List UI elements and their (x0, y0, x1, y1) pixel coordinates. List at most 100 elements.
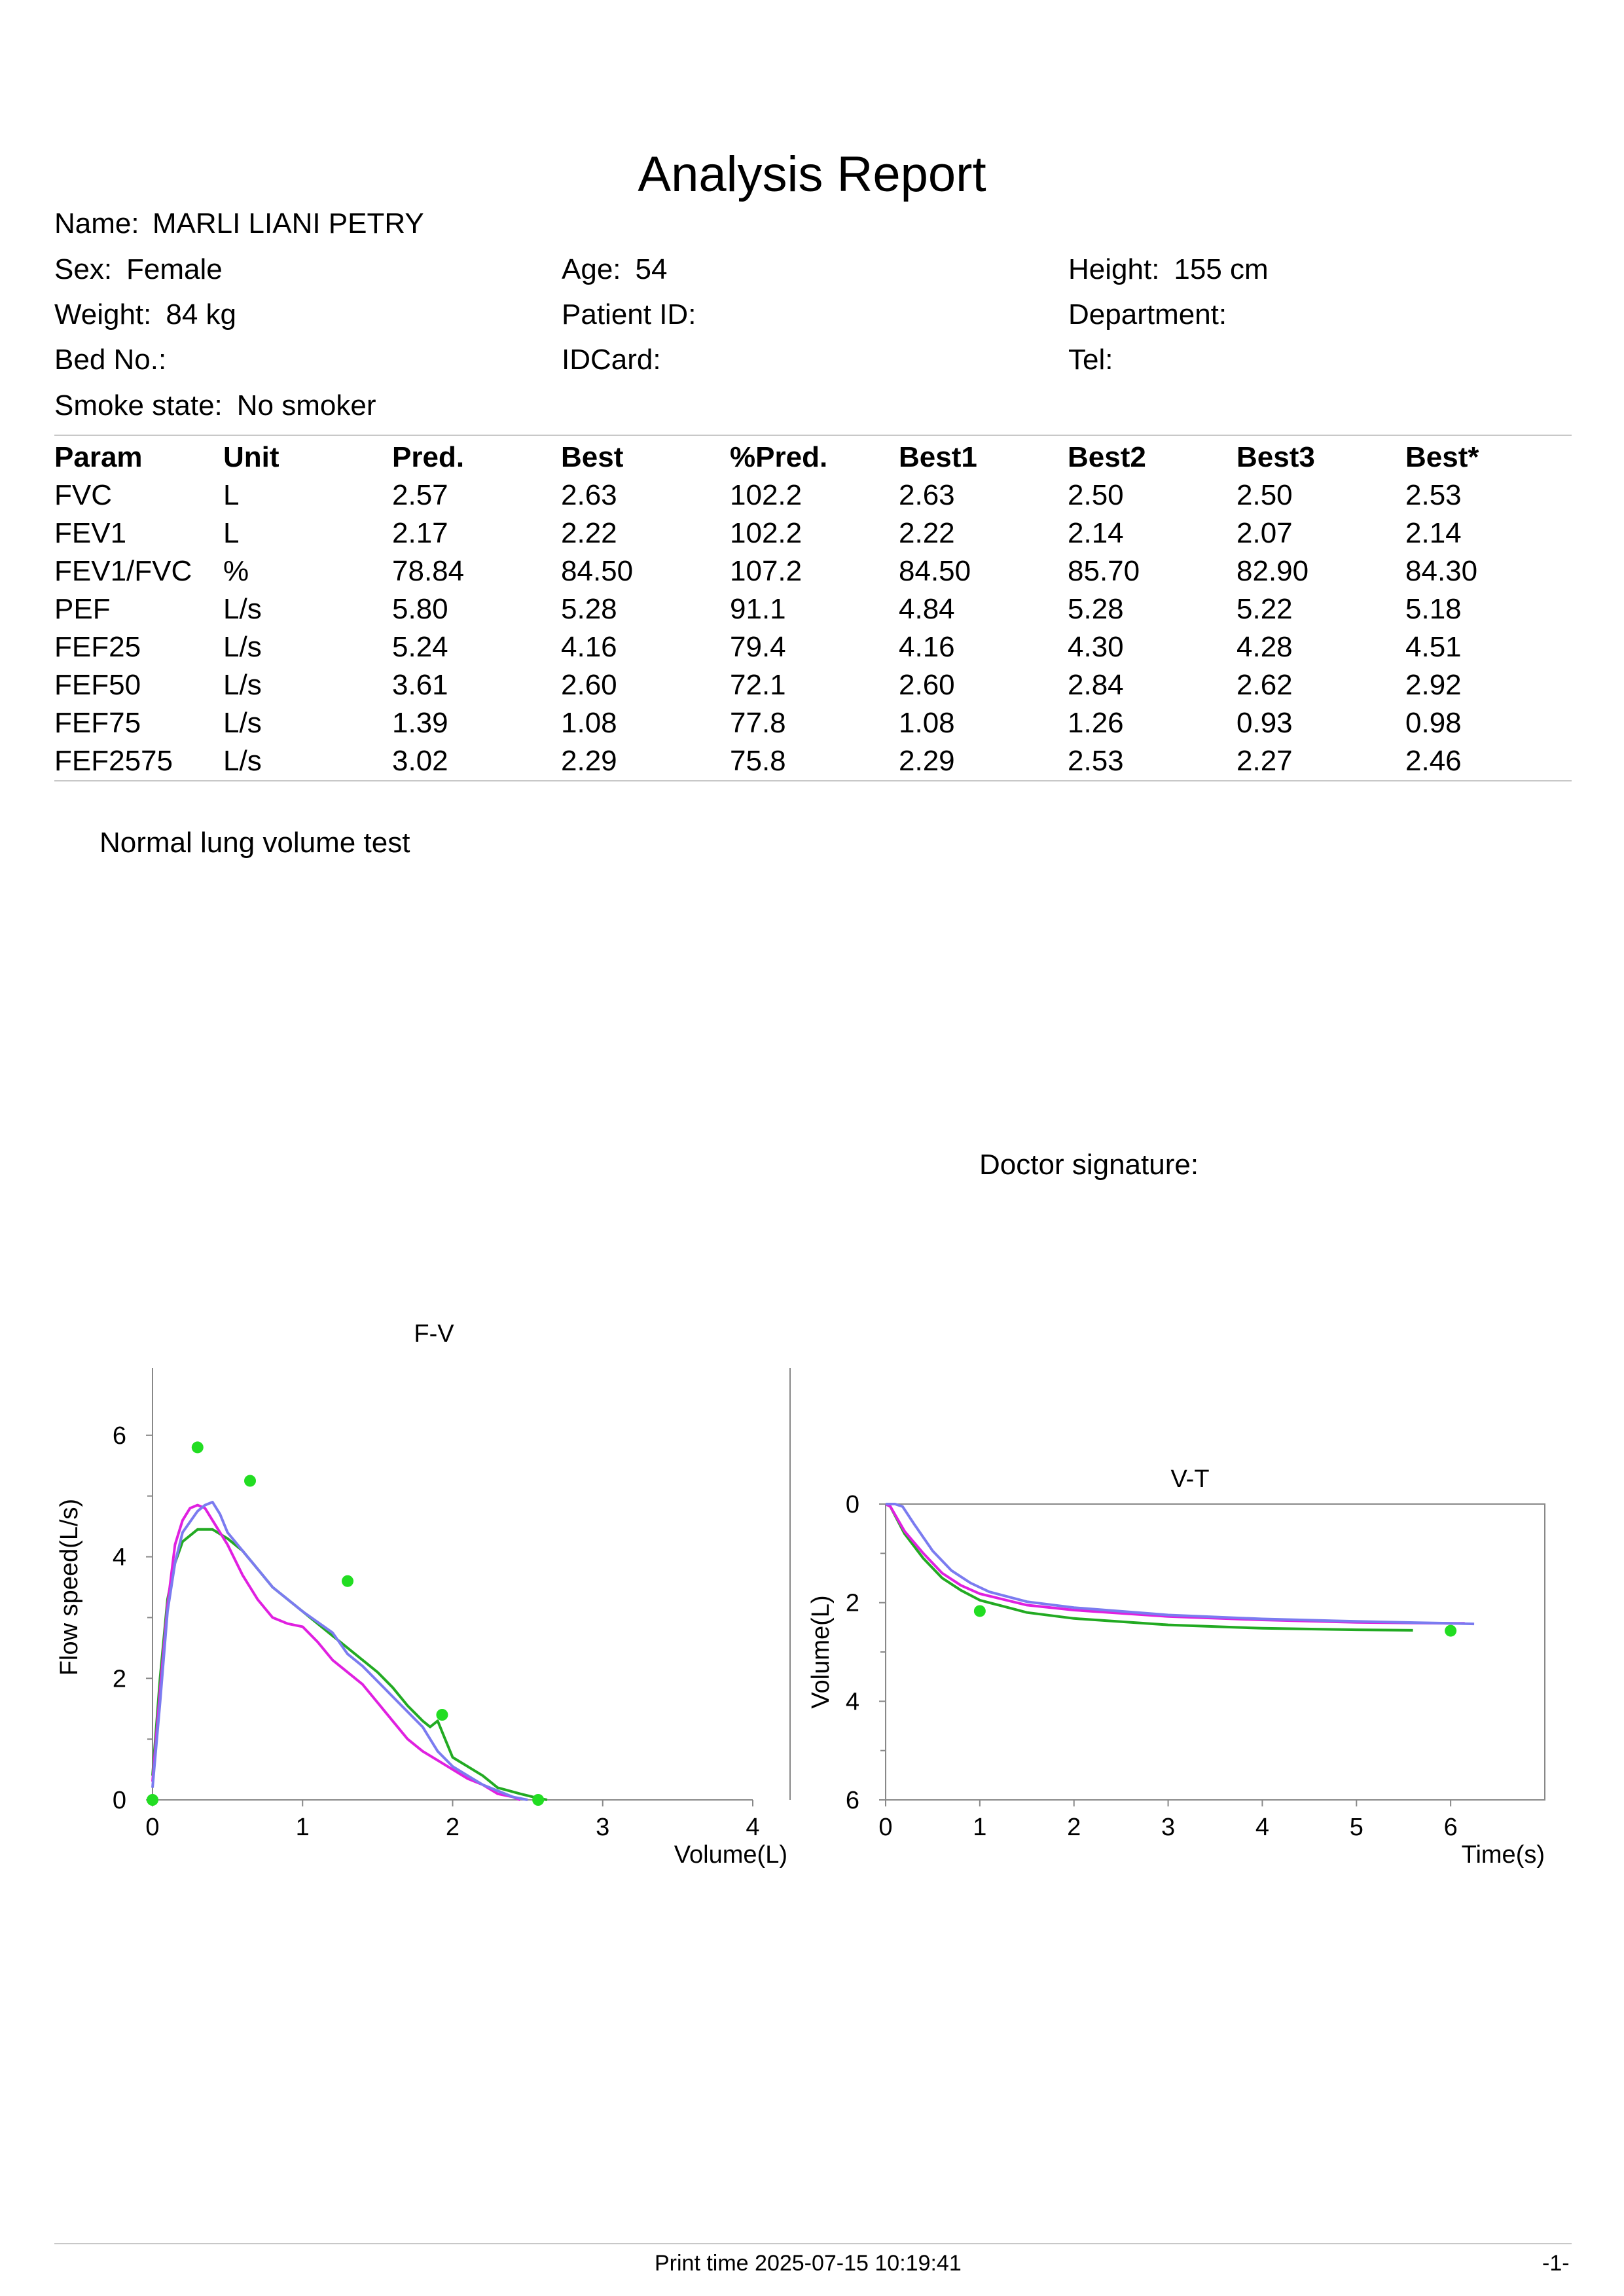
idcard-label: IDCard: (562, 344, 661, 376)
table-cell: 1.39 (392, 707, 448, 739)
column-header: Pred. (392, 441, 465, 473)
predicted-marker (436, 1709, 448, 1721)
interpretation-note: Normal lung volume test (99, 827, 410, 859)
predicted-marker (532, 1794, 545, 1806)
bed-no-field: Bed No.: (54, 342, 181, 378)
bed-no-label: Bed No.: (54, 344, 167, 376)
tel-field: Tel: (1068, 342, 1127, 378)
doctor-signature-label: Doctor signature: (979, 1149, 1199, 1181)
y-axis-label: Volume(L) (807, 1595, 835, 1708)
y-axis-label: Flow speed(L/s) (56, 1499, 83, 1676)
table-cell: 4.30 (1068, 631, 1124, 663)
department-label: Department: (1068, 298, 1227, 331)
table-row: FEF50 L/s 3.61 2.60 72.1 2.60 2.84 2.62 2.92 (54, 666, 1572, 704)
table-cell: 3.02 (392, 745, 448, 777)
table-cell: 2.29 (561, 745, 617, 777)
predicted-marker (973, 1605, 986, 1617)
table-cell: PEF (54, 593, 111, 625)
predicted-marker (191, 1441, 204, 1454)
table-cell: 2.63 (561, 479, 617, 511)
table-cell: 4.16 (899, 631, 955, 663)
y-tick-label: 6 (113, 1422, 126, 1450)
table-cell: 2.07 (1236, 517, 1293, 549)
height-field: Height: 155 cm (1068, 251, 1269, 288)
column-header: Best3 (1236, 441, 1315, 473)
chart-title: V-T (1170, 1465, 1209, 1493)
table-cell: 5.18 (1405, 593, 1462, 625)
table-cell: 2.22 (561, 517, 617, 549)
x-tick-label: 3 (1161, 1814, 1175, 1841)
table-cell: L (223, 517, 240, 549)
table-cell: % (223, 555, 249, 587)
table-cell: 107.2 (730, 555, 803, 587)
tel-label: Tel: (1068, 344, 1113, 376)
table-cell: 2.14 (1068, 517, 1124, 549)
y-tick-label: 4 (113, 1544, 126, 1571)
x-tick-label: 5 (1350, 1814, 1363, 1841)
table-cell: L/s (223, 707, 262, 739)
report-title: Analysis Report (638, 147, 986, 202)
table-cell: 1.08 (561, 707, 617, 739)
table-cell: 4.28 (1236, 631, 1293, 663)
table-cell: 2.50 (1236, 479, 1293, 511)
height-value: 155 cm (1174, 253, 1269, 285)
table-cell: FEF75 (54, 707, 141, 739)
table-cell: 2.57 (392, 479, 448, 511)
y-tick-label: 0 (846, 1491, 859, 1518)
table-cell: 4.84 (899, 593, 955, 625)
smoke-state-value: No smoker (236, 389, 376, 422)
column-header: Best2 (1068, 441, 1146, 473)
table-top-rule (54, 435, 1572, 436)
sex-value: Female (126, 253, 223, 285)
weight-label: Weight: (54, 298, 152, 331)
table-cell: L/s (223, 745, 262, 777)
table-cell: 78.84 (392, 555, 465, 587)
page-number: -1- (1542, 2251, 1570, 2276)
y-tick-label: 2 (846, 1590, 859, 1617)
x-tick-label: 0 (145, 1814, 159, 1841)
table-cell: 5.22 (1236, 593, 1293, 625)
table-cell: 2.50 (1068, 479, 1124, 511)
table-cell: FEV1/FVC (54, 555, 192, 587)
predicted-marker (342, 1575, 354, 1587)
y-tick-label: 0 (113, 1787, 126, 1814)
y-tick-label: 2 (113, 1665, 126, 1693)
age-field: Age: 54 (562, 251, 667, 288)
table-cell: 84.50 (561, 555, 634, 587)
height-label: Height: (1068, 253, 1160, 285)
table-cell: 77.8 (730, 707, 786, 739)
age-value: 54 (635, 253, 668, 285)
parameters-table: Param Unit Pred. Best %Pred. Best1 Best2 Best3 B… (54, 439, 1572, 780)
plot-frame (885, 1503, 1545, 1801)
series-line-1 (151, 1528, 548, 1801)
table-cell: 5.24 (392, 631, 448, 663)
table-row: FVC L 2.57 2.63 102.2 2.63 2.50 2.50 2.53 (54, 476, 1572, 514)
table-cell: 2.60 (561, 669, 617, 701)
table-row: FEF75 L/s 1.39 1.08 77.8 1.08 1.26 0.93 0.98 (54, 704, 1572, 742)
patient-name: Name: MARLI LIANI PETRY (54, 206, 424, 242)
table-cell: 72.1 (730, 669, 786, 701)
column-header: Best1 (899, 441, 977, 473)
table-cell: 5.28 (1068, 593, 1124, 625)
predicted-marker (244, 1475, 257, 1487)
table-cell: 2.62 (1236, 669, 1293, 701)
table-cell: 2.60 (899, 669, 955, 701)
patient-id-label: Patient ID: (562, 298, 696, 331)
name-value: MARLI LIANI PETRY (152, 207, 424, 240)
x-tick-label: 1 (296, 1814, 310, 1841)
age-label: Age: (562, 253, 621, 285)
weight-value: 84 kg (166, 298, 237, 331)
table-cell: 2.27 (1236, 745, 1293, 777)
column-header: Best* (1405, 441, 1479, 473)
table-cell: 2.29 (899, 745, 955, 777)
patient-id-field: Patient ID: (562, 296, 710, 333)
table-cell: L/s (223, 593, 262, 625)
sex-field: Sex: Female (54, 251, 223, 288)
table-cell: 1.26 (1068, 707, 1124, 739)
table-cell: 102.2 (730, 479, 803, 511)
table-cell: 2.14 (1405, 517, 1462, 549)
table-bottom-rule (54, 780, 1572, 781)
table-cell: 2.63 (899, 479, 955, 511)
y-tick-label: 6 (846, 1787, 859, 1814)
